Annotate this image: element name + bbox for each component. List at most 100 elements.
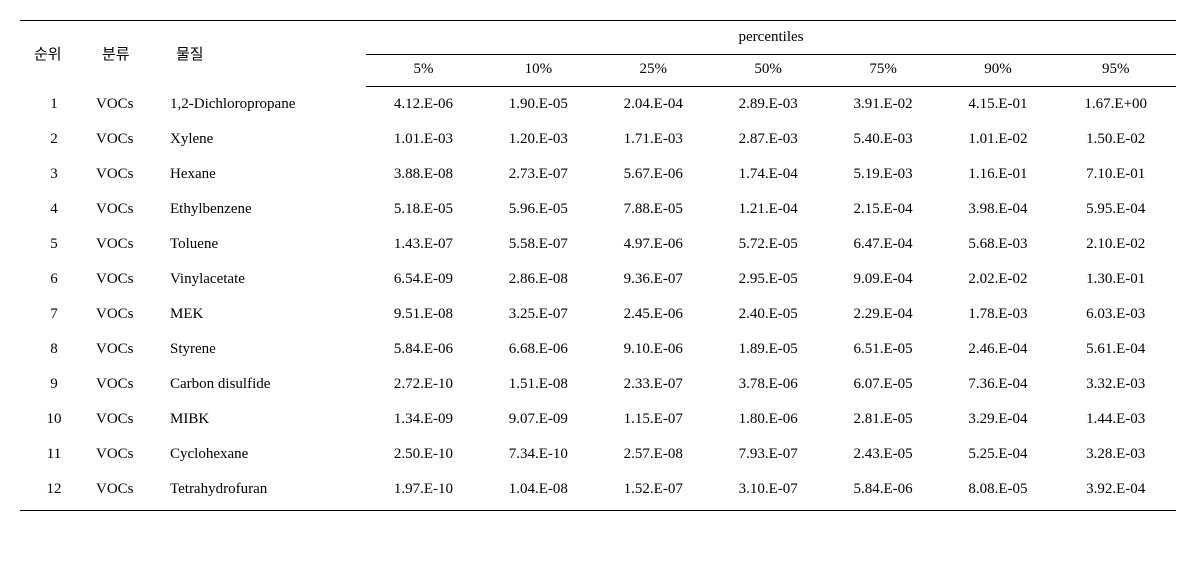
col-header-p50: 50%	[711, 55, 826, 87]
cell-value: 6.54.E-09	[366, 262, 481, 297]
cell-value: 1.01.E-02	[941, 122, 1056, 157]
cell-substance: MEK	[162, 297, 366, 332]
cell-value: 7.10.E-01	[1055, 157, 1176, 192]
table-row: 3VOCsHexane3.88.E-082.73.E-075.67.E-061.…	[20, 157, 1176, 192]
col-header-p10: 10%	[481, 55, 596, 87]
cell-value: 1.15.E-07	[596, 402, 711, 437]
cell-value: 1.50.E-02	[1055, 122, 1176, 157]
cell-value: 2.43.E-05	[826, 437, 941, 472]
cell-value: 1.67.E+00	[1055, 87, 1176, 123]
cell-substance: MIBK	[162, 402, 366, 437]
col-header-p5: 5%	[366, 55, 481, 87]
cell-substance: Styrene	[162, 332, 366, 367]
cell-value: 1.80.E-06	[711, 402, 826, 437]
cell-value: 5.58.E-07	[481, 227, 596, 262]
cell-value: 3.88.E-08	[366, 157, 481, 192]
cell-value: 2.02.E-02	[941, 262, 1056, 297]
cell-value: 1.20.E-03	[481, 122, 596, 157]
cell-value: 2.33.E-07	[596, 367, 711, 402]
cell-value: 3.78.E-06	[711, 367, 826, 402]
col-header-rank: 순위	[20, 21, 88, 87]
cell-value: 4.15.E-01	[941, 87, 1056, 123]
cell-value: 1.43.E-07	[366, 227, 481, 262]
cell-value: 1.21.E-04	[711, 192, 826, 227]
cell-value: 2.40.E-05	[711, 297, 826, 332]
table-row: 10VOCsMIBK1.34.E-099.07.E-091.15.E-071.8…	[20, 402, 1176, 437]
table-row: 1VOCs1,2-Dichloropropane4.12.E-061.90.E-…	[20, 87, 1176, 123]
cell-category: VOCs	[88, 192, 162, 227]
cell-rank: 4	[20, 192, 88, 227]
cell-value: 5.25.E-04	[941, 437, 1056, 472]
cell-value: 2.89.E-03	[711, 87, 826, 123]
cell-value: 1.44.E-03	[1055, 402, 1176, 437]
table-row: 9VOCsCarbon disulfide2.72.E-101.51.E-082…	[20, 367, 1176, 402]
col-header-substance: 물질	[162, 21, 366, 87]
cell-substance: Carbon disulfide	[162, 367, 366, 402]
cell-value: 5.72.E-05	[711, 227, 826, 262]
cell-value: 1.01.E-03	[366, 122, 481, 157]
cell-value: 2.46.E-04	[941, 332, 1056, 367]
cell-value: 1.74.E-04	[711, 157, 826, 192]
cell-value: 1.51.E-08	[481, 367, 596, 402]
cell-value: 5.84.E-06	[366, 332, 481, 367]
table-row: 5VOCsToluene1.43.E-075.58.E-074.97.E-065…	[20, 227, 1176, 262]
cell-category: VOCs	[88, 122, 162, 157]
cell-substance: Cyclohexane	[162, 437, 366, 472]
table-row: 6VOCsVinylacetate6.54.E-092.86.E-089.36.…	[20, 262, 1176, 297]
cell-value: 6.03.E-03	[1055, 297, 1176, 332]
cell-value: 5.40.E-03	[826, 122, 941, 157]
cell-value: 5.84.E-06	[826, 472, 941, 511]
cell-value: 2.29.E-04	[826, 297, 941, 332]
percentile-table: 순위 분류 물질 percentiles 5% 10% 25% 50% 75% …	[20, 20, 1176, 511]
cell-category: VOCs	[88, 297, 162, 332]
cell-value: 5.95.E-04	[1055, 192, 1176, 227]
cell-value: 2.57.E-08	[596, 437, 711, 472]
table-row: 11VOCsCyclohexane2.50.E-107.34.E-102.57.…	[20, 437, 1176, 472]
cell-substance: Toluene	[162, 227, 366, 262]
cell-value: 7.93.E-07	[711, 437, 826, 472]
cell-value: 2.10.E-02	[1055, 227, 1176, 262]
cell-value: 1.16.E-01	[941, 157, 1056, 192]
cell-category: VOCs	[88, 157, 162, 192]
cell-rank: 12	[20, 472, 88, 511]
cell-value: 5.67.E-06	[596, 157, 711, 192]
cell-value: 1.97.E-10	[366, 472, 481, 511]
cell-value: 9.51.E-08	[366, 297, 481, 332]
cell-rank: 5	[20, 227, 88, 262]
cell-category: VOCs	[88, 437, 162, 472]
cell-value: 1.90.E-05	[481, 87, 596, 123]
cell-value: 7.36.E-04	[941, 367, 1056, 402]
cell-value: 6.51.E-05	[826, 332, 941, 367]
cell-value: 2.15.E-04	[826, 192, 941, 227]
cell-value: 6.47.E-04	[826, 227, 941, 262]
cell-category: VOCs	[88, 332, 162, 367]
col-header-p25: 25%	[596, 55, 711, 87]
cell-value: 3.92.E-04	[1055, 472, 1176, 511]
cell-rank: 8	[20, 332, 88, 367]
cell-value: 8.08.E-05	[941, 472, 1056, 511]
cell-category: VOCs	[88, 367, 162, 402]
cell-value: 6.68.E-06	[481, 332, 596, 367]
col-header-percentiles-group: percentiles	[366, 21, 1176, 55]
cell-category: VOCs	[88, 402, 162, 437]
cell-value: 2.72.E-10	[366, 367, 481, 402]
cell-rank: 7	[20, 297, 88, 332]
cell-value: 7.34.E-10	[481, 437, 596, 472]
cell-value: 2.73.E-07	[481, 157, 596, 192]
cell-value: 5.96.E-05	[481, 192, 596, 227]
cell-value: 2.86.E-08	[481, 262, 596, 297]
cell-value: 2.81.E-05	[826, 402, 941, 437]
cell-rank: 2	[20, 122, 88, 157]
cell-value: 3.25.E-07	[481, 297, 596, 332]
cell-substance: Hexane	[162, 157, 366, 192]
cell-value: 9.10.E-06	[596, 332, 711, 367]
table-row: 7VOCsMEK9.51.E-083.25.E-072.45.E-062.40.…	[20, 297, 1176, 332]
col-header-p90: 90%	[941, 55, 1056, 87]
cell-value: 5.61.E-04	[1055, 332, 1176, 367]
cell-value: 3.32.E-03	[1055, 367, 1176, 402]
cell-value: 1.34.E-09	[366, 402, 481, 437]
cell-value: 2.50.E-10	[366, 437, 481, 472]
cell-value: 1.52.E-07	[596, 472, 711, 511]
cell-value: 4.12.E-06	[366, 87, 481, 123]
cell-rank: 9	[20, 367, 88, 402]
